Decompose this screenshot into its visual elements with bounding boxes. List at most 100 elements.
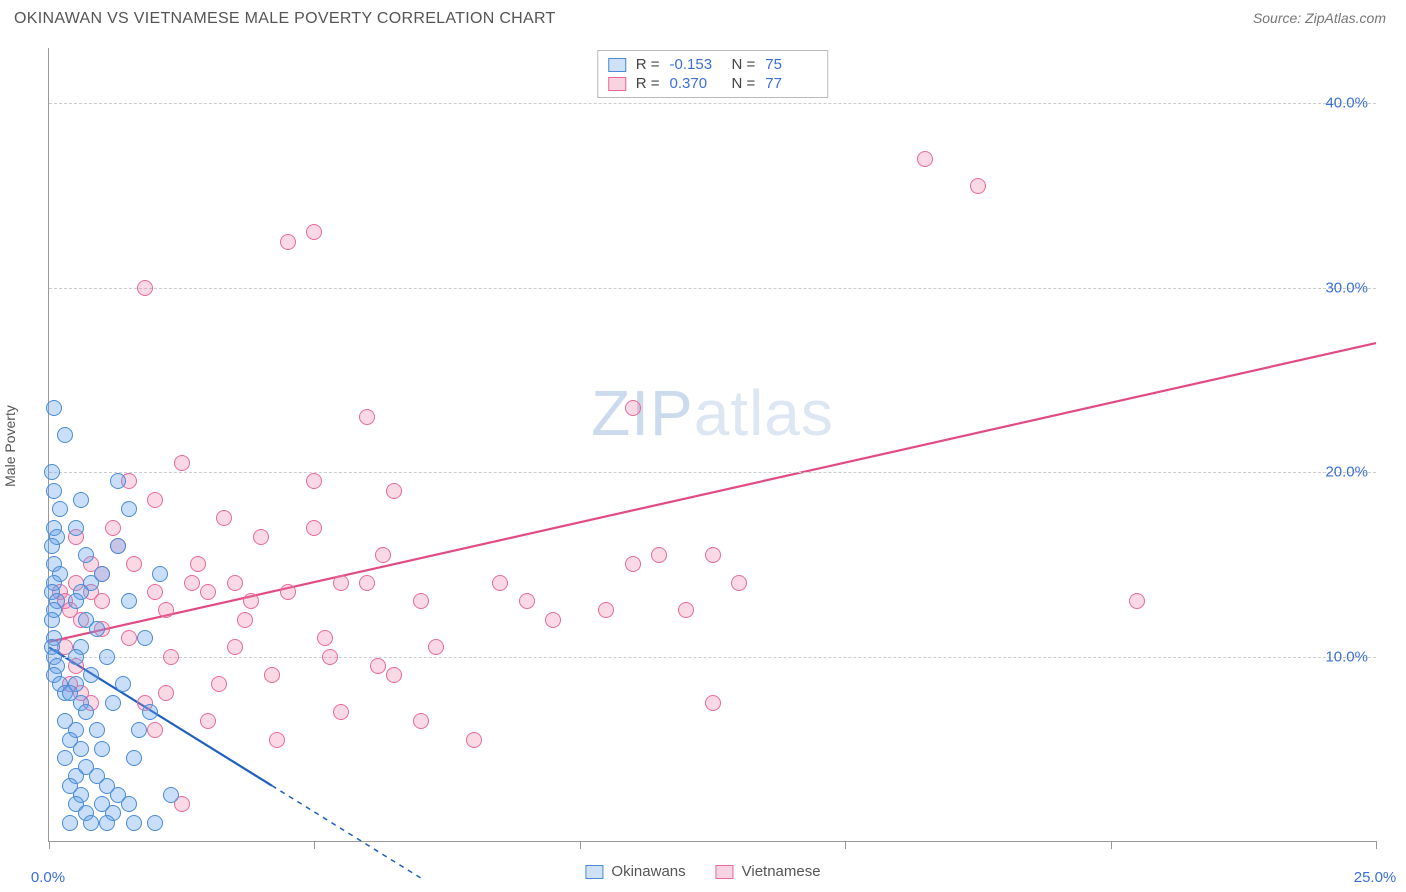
data-point-blue <box>110 538 126 554</box>
data-point-blue <box>44 464 60 480</box>
gridline <box>49 288 1376 289</box>
correlation-stats-box: R =-0.153N =75R =0.370N =77 <box>597 50 829 98</box>
legend-swatch-icon <box>608 77 626 91</box>
gridline <box>49 472 1376 473</box>
stats-row: R =0.370N =77 <box>608 74 818 93</box>
data-point-blue <box>126 750 142 766</box>
data-point-blue <box>147 815 163 831</box>
data-point-blue <box>73 741 89 757</box>
data-point-blue <box>78 547 94 563</box>
legend-swatch-icon <box>716 865 734 879</box>
data-point-blue <box>78 704 94 720</box>
data-point-pink <box>651 547 667 563</box>
data-point-blue <box>126 815 142 831</box>
n-value: 77 <box>765 75 817 92</box>
data-point-pink <box>492 575 508 591</box>
data-point-blue <box>46 483 62 499</box>
x-tick <box>1376 841 1377 849</box>
trend-line-extrapolation <box>272 786 421 878</box>
data-point-pink <box>705 547 721 563</box>
data-point-pink <box>519 593 535 609</box>
x-tick <box>1111 841 1112 849</box>
data-point-pink <box>598 602 614 618</box>
data-point-blue <box>121 593 137 609</box>
gridline <box>49 657 1376 658</box>
legend-label: Vietnamese <box>742 863 821 880</box>
data-point-pink <box>158 685 174 701</box>
data-point-pink <box>306 224 322 240</box>
data-point-pink <box>322 649 338 665</box>
data-point-pink <box>705 695 721 711</box>
data-point-pink <box>370 658 386 674</box>
data-point-pink <box>428 639 444 655</box>
data-point-pink <box>306 520 322 536</box>
chart-plot-area: ZIPatlas R =-0.153N =75R =0.370N =77 10.… <box>48 48 1376 842</box>
gridline <box>49 103 1376 104</box>
legend-label: Okinawans <box>611 863 685 880</box>
stats-row: R =-0.153N =75 <box>608 55 818 74</box>
data-point-pink <box>137 280 153 296</box>
data-point-pink <box>359 575 375 591</box>
x-tick-label: 0.0% <box>31 869 65 886</box>
data-point-pink <box>413 713 429 729</box>
data-point-pink <box>94 593 110 609</box>
source-attribution: Source: ZipAtlas.com <box>1253 10 1386 26</box>
data-point-pink <box>333 704 349 720</box>
data-point-pink <box>184 575 200 591</box>
data-point-pink <box>306 473 322 489</box>
data-point-pink <box>970 178 986 194</box>
data-point-blue <box>115 676 131 692</box>
data-point-pink <box>917 151 933 167</box>
data-point-pink <box>237 612 253 628</box>
data-point-blue <box>131 722 147 738</box>
data-point-blue <box>89 621 105 637</box>
data-point-pink <box>211 676 227 692</box>
x-tick <box>845 841 846 849</box>
data-point-pink <box>625 556 641 572</box>
data-point-pink <box>280 234 296 250</box>
data-point-pink <box>1129 593 1145 609</box>
data-point-pink <box>625 400 641 416</box>
data-point-blue <box>83 667 99 683</box>
x-tick-label: 25.0% <box>1354 869 1397 886</box>
data-point-blue <box>83 815 99 831</box>
data-point-pink <box>200 713 216 729</box>
legend-item: Vietnamese <box>716 863 821 880</box>
data-point-pink <box>227 639 243 655</box>
data-point-pink <box>545 612 561 628</box>
legend: Okinawans Vietnamese <box>585 863 820 880</box>
r-value: -0.153 <box>670 56 722 73</box>
data-point-pink <box>190 556 206 572</box>
data-point-blue <box>99 649 115 665</box>
data-point-pink <box>386 667 402 683</box>
x-tick <box>49 841 50 849</box>
data-point-blue <box>68 649 84 665</box>
data-point-pink <box>216 510 232 526</box>
data-point-blue <box>94 741 110 757</box>
data-point-blue <box>68 520 84 536</box>
data-point-blue <box>57 750 73 766</box>
data-point-blue <box>142 704 158 720</box>
chart-header: OKINAWAN VS VIETNAMESE MALE POVERTY CORR… <box>0 0 1406 34</box>
data-point-pink <box>678 602 694 618</box>
data-point-blue <box>89 722 105 738</box>
data-point-blue <box>62 815 78 831</box>
data-point-blue <box>44 538 60 554</box>
data-point-pink <box>413 593 429 609</box>
data-point-pink <box>147 722 163 738</box>
data-point-blue <box>163 787 179 803</box>
legend-swatch-icon <box>608 58 626 72</box>
data-point-pink <box>227 575 243 591</box>
trend-lines-layer <box>49 48 1376 841</box>
data-point-pink <box>163 649 179 665</box>
data-point-pink <box>200 584 216 600</box>
x-tick <box>314 841 315 849</box>
y-axis-label: Male Poverty <box>2 405 18 487</box>
data-point-pink <box>105 520 121 536</box>
data-point-pink <box>253 529 269 545</box>
data-point-pink <box>264 667 280 683</box>
legend-item: Okinawans <box>585 863 685 880</box>
data-point-pink <box>243 593 259 609</box>
x-tick <box>580 841 581 849</box>
data-point-pink <box>174 455 190 471</box>
